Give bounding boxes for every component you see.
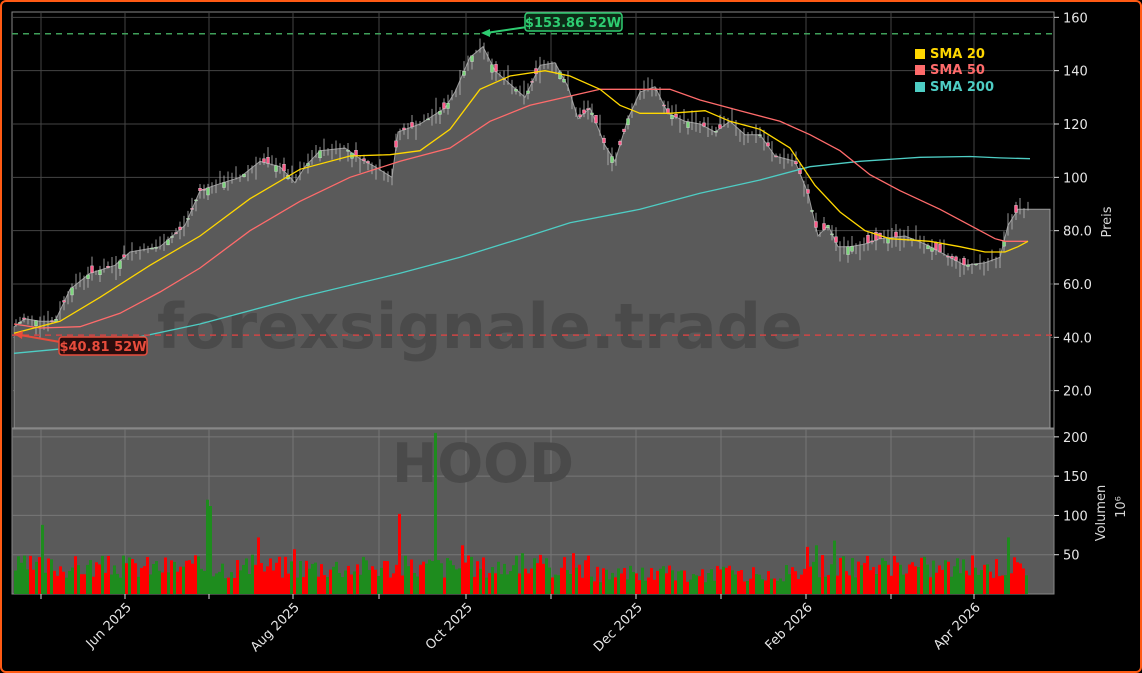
ticker-watermark: HOOD	[392, 432, 574, 495]
svg-text:Aug 2025: Aug 2025	[248, 600, 303, 655]
low-52w-label: $40.81 52W	[59, 340, 146, 355]
volume-axis: 200 150 100 50	[1054, 431, 1088, 564]
svg-text:80.0: 80.0	[1063, 225, 1092, 240]
svg-text:Jun 2025: Jun 2025	[83, 600, 135, 652]
legend-sma50: SMA 50	[930, 63, 985, 78]
price-axis: 160 140 120 100 80.0 60.0 40.0 20.0	[1054, 11, 1092, 400]
legend-swatch-sma50	[915, 65, 925, 75]
svg-text:100: 100	[1063, 171, 1088, 186]
legend-swatch-sma200	[915, 82, 925, 92]
volume-scale-label: 10⁶	[1114, 496, 1129, 518]
volume-axis-label: Volumen	[1094, 485, 1109, 542]
svg-text:50: 50	[1063, 549, 1080, 564]
legend-sma20: SMA 20	[930, 47, 985, 62]
watermark: forexsignale.trade	[157, 290, 803, 363]
svg-text:200: 200	[1063, 431, 1088, 446]
low-52w-annotation: $40.81 52W	[14, 331, 148, 356]
sma-200-line	[13, 155, 1031, 354]
high-52w-annotation: $153.86 52W	[481, 12, 623, 37]
svg-text:150: 150	[1063, 470, 1088, 485]
svg-text:20.0: 20.0	[1063, 385, 1092, 400]
svg-text:120: 120	[1063, 118, 1088, 133]
legend-sma200: SMA 200	[930, 80, 994, 95]
volume-bars	[14, 432, 1028, 594]
high-52w-label: $153.86 52W	[525, 16, 621, 31]
svg-text:Apr 2026: Apr 2026	[931, 600, 984, 653]
svg-text:Dec 2025: Dec 2025	[591, 600, 646, 655]
svg-text:40.0: 40.0	[1063, 331, 1092, 346]
svg-text:100: 100	[1063, 509, 1088, 524]
sma-20-line	[13, 70, 1029, 334]
date-axis: Jun 2025 Aug 2025 Oct 2025 Dec 2025 Feb 2026…	[40, 594, 984, 655]
legend-swatch-sma20	[915, 49, 925, 59]
svg-text:140: 140	[1063, 65, 1088, 80]
svg-text:Oct 2025: Oct 2025	[423, 600, 476, 653]
svg-text:160: 160	[1063, 11, 1088, 26]
legend: SMA 20 SMA 50 SMA 200	[915, 47, 994, 95]
svg-text:60.0: 60.0	[1063, 278, 1092, 293]
price-axis-label: Preis	[1100, 206, 1115, 237]
svg-text:Feb 2026: Feb 2026	[763, 600, 816, 653]
